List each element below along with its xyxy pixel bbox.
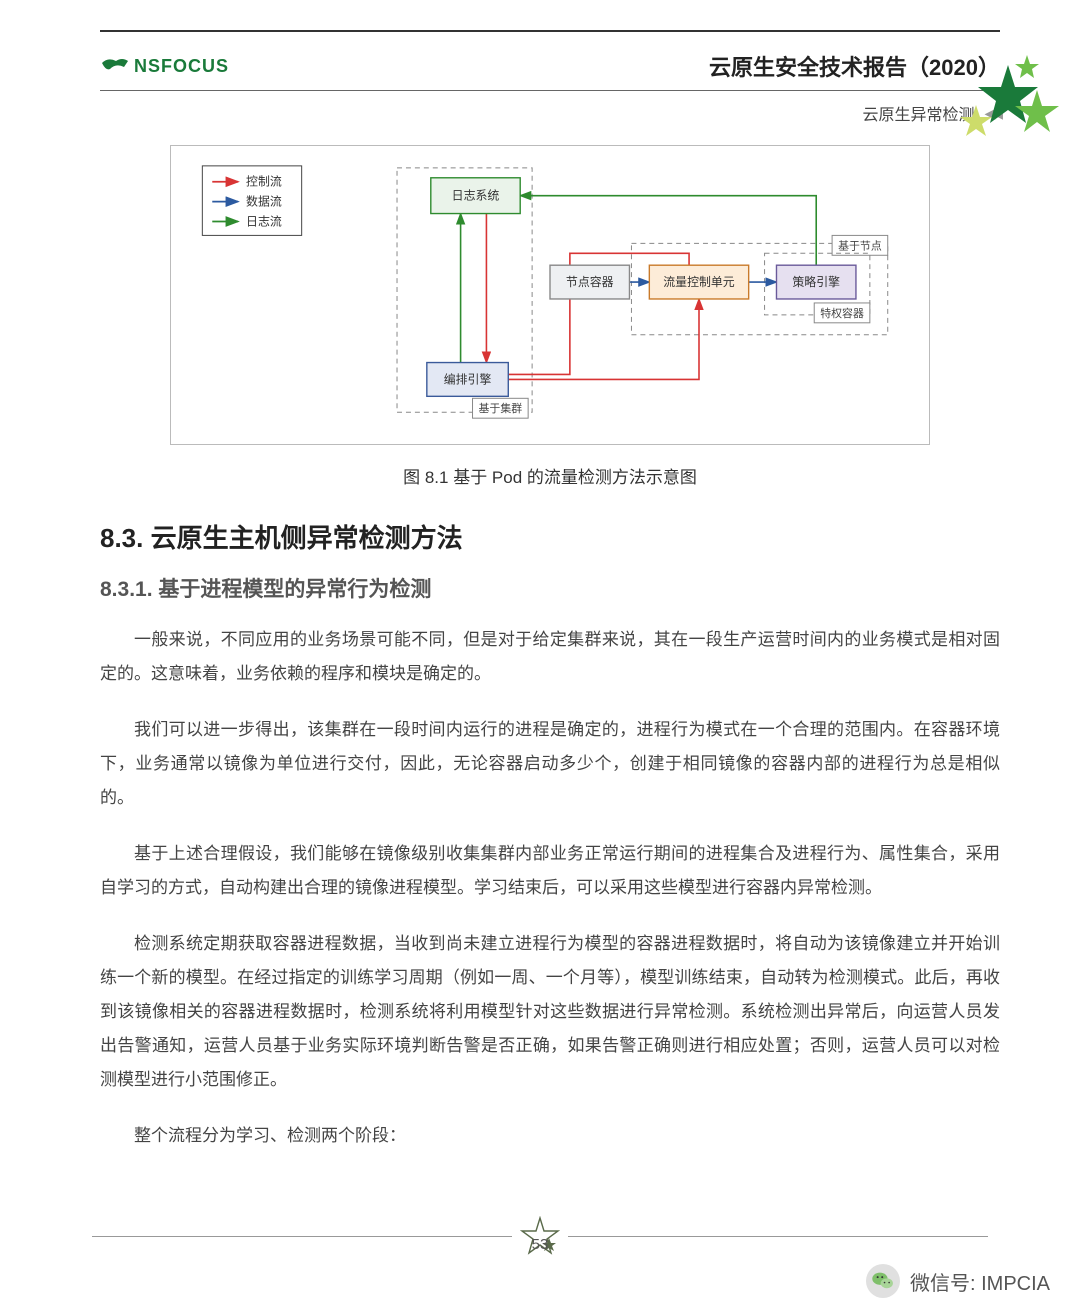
subheader-text: 云原生异常检测 <box>862 101 974 125</box>
paragraph: 一般来说，不同应用的业务场景可能不同，但是对于给定集群来说，其在一段生产运营时间… <box>100 623 1000 691</box>
top-rule <box>100 30 1000 32</box>
subheader-row: 云原生异常检测 ◀◀ <box>100 101 1000 125</box>
logo: NSFOCUS <box>100 55 229 77</box>
paragraph: 我们可以进一步得出，该集群在一段时间内运行的进程是确定的，进程行为模式在一个合理… <box>100 713 1000 815</box>
svg-text:流量控制单元: 流量控制单元 <box>663 275 735 289</box>
diagram-figure: 基于集群 基于节点特权容器 日志系统节点容器 流量控制单元 策略引擎编排引擎 控制流数… <box>170 145 930 445</box>
body-text: 一般来说，不同应用的业务场景可能不同，但是对于给定集群来说，其在一段生产运营时间… <box>100 623 1000 1153</box>
svg-text:控制流: 控制流 <box>246 175 282 189</box>
logo-icon <box>100 55 130 77</box>
flowchart-svg: 基于集群 基于节点特权容器 日志系统节点容器 流量控制单元 策略引擎编排引擎 控制流数… <box>171 146 929 444</box>
svg-text:日志流: 日志流 <box>246 214 282 228</box>
mid-rule <box>100 90 1000 91</box>
section-heading: 8.3. 云原生主机侧异常检测方法 <box>100 518 1000 555</box>
svg-text:策略引擎: 策略引擎 <box>792 275 840 289</box>
svg-text:特权容器: 特权容器 <box>820 306 864 320</box>
page-number-star-icon: 53 <box>520 1216 560 1256</box>
wechat-icon <box>866 1264 900 1298</box>
report-title: 云原生安全技术报告（2020） <box>709 50 1000 82</box>
figure-caption: 图 8.1 基于 Pod 的流量检测方法示意图 <box>100 463 1000 488</box>
svg-text:节点容器: 节点容器 <box>566 275 614 289</box>
svg-text:编排引擎: 编排引擎 <box>444 372 492 386</box>
page-footer: 53 <box>0 1216 1080 1256</box>
wechat-label: 微信号: IMPCIA <box>910 1267 1050 1296</box>
wechat-attribution: 微信号: IMPCIA <box>866 1264 1050 1298</box>
page-number: 53 <box>532 1236 549 1253</box>
paragraph: 整个流程分为学习、检测两个阶段： <box>100 1119 1000 1153</box>
header-row: NSFOCUS 云原生安全技术报告（2020） <box>100 50 1000 82</box>
subheader-arrow-icon: ◀◀ <box>984 105 1000 122</box>
svg-text:数据流: 数据流 <box>246 195 282 209</box>
svg-text:基于集群: 基于集群 <box>479 401 523 415</box>
paragraph: 基于上述合理假设，我们能够在镜像级别收集集群内部业务正常运行期间的进程集合及进程… <box>100 837 1000 905</box>
subsection-heading: 8.3.1. 基于进程模型的异常行为检测 <box>100 573 1000 603</box>
logo-text: NSFOCUS <box>134 56 229 77</box>
svg-text:基于节点: 基于节点 <box>838 239 882 252</box>
svg-text:日志系统: 日志系统 <box>452 189 500 203</box>
paragraph: 检测系统定期获取容器进程数据，当收到尚未建立进程行为模型的容器进程数据时，将自动… <box>100 927 1000 1097</box>
